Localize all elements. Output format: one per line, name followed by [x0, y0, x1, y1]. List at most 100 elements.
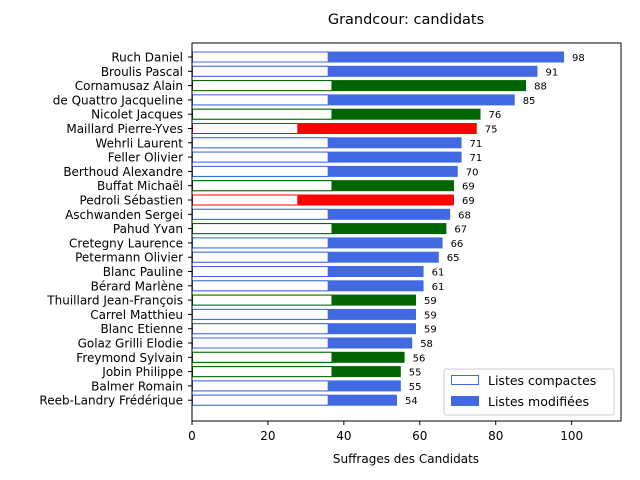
- y-tick-label: Reeb-Landry Frédérique: [39, 394, 183, 408]
- bar-compactes: [192, 294, 333, 306]
- bar-compactes: [192, 165, 329, 177]
- value-label: 61: [432, 268, 445, 279]
- y-tick-label: Feller Olivier: [108, 151, 183, 165]
- x-axis: 0 20 40 60 80 100: [188, 421, 583, 443]
- bar-compactes: [192, 337, 329, 349]
- bar-compactes: [192, 380, 329, 392]
- y-tick-label: Golaz Grilli Elodie: [78, 337, 183, 351]
- x-tick-label: 100: [560, 429, 583, 443]
- value-label: 61: [432, 282, 445, 293]
- y-tick-label: Thuillard Jean-François: [46, 294, 183, 308]
- bars-group: [192, 51, 565, 406]
- value-label: 68: [458, 210, 471, 221]
- y-tick-label: Nicolet Jacques: [91, 108, 183, 122]
- bar-modifiees: [192, 108, 481, 120]
- bar-compactes: [192, 180, 333, 192]
- bar-compactes: [192, 366, 333, 378]
- bar-compactes: [192, 223, 333, 235]
- bar-modifiees: [192, 51, 565, 63]
- bar-compactes: [192, 394, 329, 406]
- legend: Listes compactes Listes modifiées: [443, 368, 615, 416]
- bar-modifiees: [192, 123, 477, 134]
- value-label: 59: [424, 325, 437, 336]
- bar-compactes: [192, 323, 329, 335]
- y-tick-label: Blanc Pauline: [103, 265, 183, 279]
- value-label: 65: [447, 253, 460, 264]
- y-tick-label: Berthoud Alexandre: [63, 165, 183, 179]
- x-tick-label: 40: [336, 429, 351, 443]
- y-tick-label: Balmer Romain: [91, 379, 183, 393]
- y-tick-label: Blanc Etienne: [100, 322, 183, 336]
- y-tick-label: Broulis Pascal: [101, 65, 183, 79]
- value-label: 71: [470, 153, 483, 164]
- y-tick-label: Aschwanden Sergei: [65, 208, 183, 222]
- legend-label-modifiees: Listes modifiées: [488, 394, 589, 409]
- x-tick-label: 80: [488, 429, 503, 443]
- bar-compactes: [192, 266, 329, 277]
- legend-label-compactes: Listes compactes: [488, 373, 596, 388]
- y-tick-label: Ruch Daniel: [111, 51, 183, 65]
- y-tick-label: Pedroli Sébastien: [79, 194, 183, 208]
- bar-compactes: [192, 151, 329, 163]
- legend-swatch-compactes: [451, 375, 479, 385]
- x-tick-label: 0: [188, 429, 196, 443]
- value-label: 98: [572, 53, 585, 64]
- value-label: 56: [413, 353, 426, 364]
- y-tick-label: de Quattro Jacqueline: [53, 93, 183, 107]
- value-label: 76: [489, 110, 502, 121]
- bar-compactes: [192, 351, 333, 363]
- value-label: 70: [466, 167, 479, 178]
- value-label: 69: [462, 196, 475, 207]
- y-tick-label: Maillard Pierre-Yves: [66, 122, 183, 136]
- bar-compactes: [192, 280, 329, 292]
- legend-swatch-modifiees: [451, 396, 479, 406]
- value-label: 55: [409, 382, 422, 393]
- value-label: 59: [424, 296, 437, 307]
- value-label: 67: [454, 225, 467, 236]
- value-label: 91: [545, 67, 558, 78]
- value-label: 85: [523, 96, 536, 107]
- bar-compactes: [192, 51, 329, 63]
- value-label: 58: [420, 339, 433, 350]
- value-label: 59: [424, 310, 437, 321]
- bar-compactes: [192, 137, 329, 149]
- y-tick-label: Cretegny Laurence: [69, 236, 183, 250]
- bar-compactes: [192, 251, 329, 263]
- value-label: 66: [451, 239, 464, 250]
- value-label: 54: [405, 396, 418, 407]
- y-tick-label: Wehrli Laurent: [95, 136, 183, 150]
- bar-compactes: [192, 308, 329, 320]
- bar-compactes: [192, 194, 299, 206]
- bar-compactes: [192, 94, 329, 106]
- value-labels: 9891888576757171706969686766656161595959…: [405, 53, 585, 407]
- bar-modifiees: [192, 80, 527, 92]
- y-tick-label: Petermann Olivier: [75, 251, 183, 265]
- bar-compactes: [192, 108, 333, 120]
- y-tick-label: Bérard Marlène: [91, 279, 183, 293]
- y-tick-label: Buffat Michaël: [97, 179, 183, 193]
- value-label: 71: [470, 139, 483, 150]
- x-tick-label: 20: [260, 429, 275, 443]
- bar-modifiees: [192, 65, 538, 77]
- bar-compactes: [192, 80, 333, 92]
- bar-compactes: [192, 65, 329, 77]
- bar-modifiees: [192, 194, 454, 206]
- x-axis-label: Suffrages des Candidats: [333, 452, 479, 466]
- y-tick-label: Jobin Philippe: [101, 365, 183, 379]
- bar-modifiees: [192, 94, 515, 106]
- legend-frame: [443, 368, 615, 416]
- y-tick-label: Carrel Matthieu: [90, 308, 183, 322]
- y-tick-label: Freymond Sylvain: [76, 351, 183, 365]
- bar-compactes: [192, 123, 299, 134]
- chart-title: Grandcour: candidats: [328, 12, 484, 28]
- value-label: 88: [534, 82, 547, 93]
- value-label: 55: [409, 368, 422, 379]
- y-tick-label: Pahud Yvan: [113, 222, 183, 236]
- y-tick-label: Cornamusaz Alain: [75, 79, 183, 93]
- x-tick-label: 60: [412, 429, 427, 443]
- value-label: 75: [485, 125, 498, 136]
- bar-compactes: [192, 208, 329, 220]
